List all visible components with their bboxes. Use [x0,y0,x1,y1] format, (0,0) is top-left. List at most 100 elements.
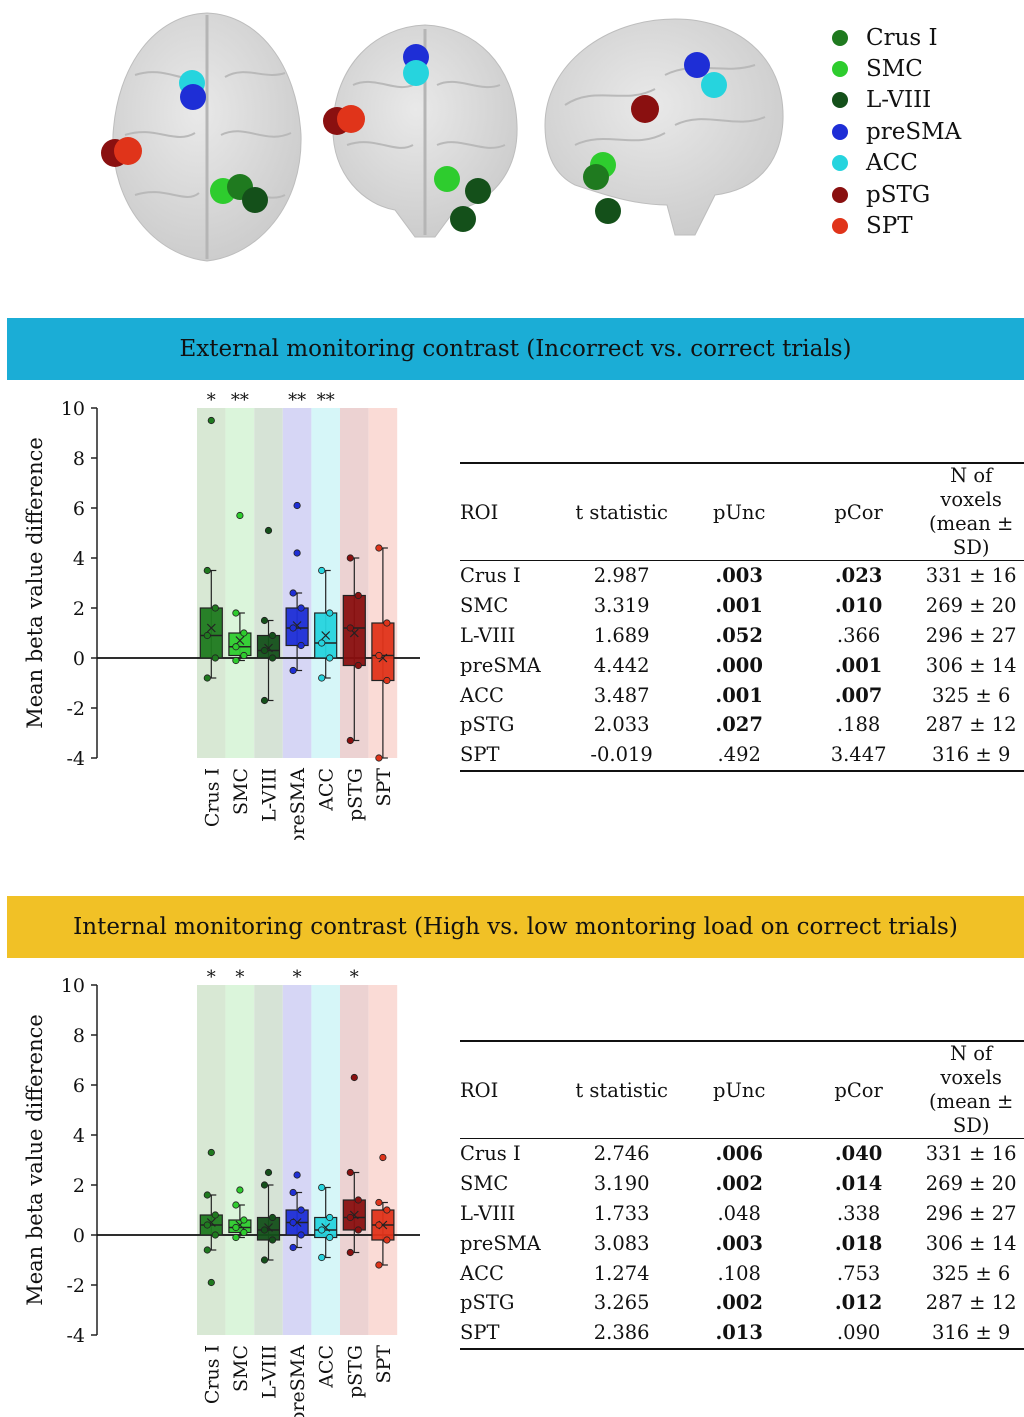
significance-marker: ** [317,390,335,411]
data-point [383,619,391,627]
data-point [268,1213,277,1222]
table-cell: 316 ± 9 [931,1321,1011,1345]
data-point [240,1228,248,1237]
data-point [260,1226,269,1234]
legend-label: SPT [866,213,913,240]
box-iqr [342,594,366,667]
data-point [346,1248,354,1257]
data-point [346,1168,354,1177]
internal-box-plot: 10 8 6 4 2 0 -2 -4 Mean beta value difference * Cr… [23,967,420,1417]
significance-marker: * [207,967,216,988]
outlier-point [236,1186,244,1194]
table-cell: preSMA [460,1231,541,1255]
table-cell: ACC [460,1261,504,1285]
data-point [232,1233,240,1242]
legend-label: Crus I [866,24,938,51]
y-tick-label: 0 [73,1225,85,1247]
outlier-point [293,501,301,510]
table-row: ACC 1.274 .108 .753 325 ± 6 [460,1258,1024,1288]
category-label: SPT [373,768,395,807]
table-cell: SPT [460,1321,500,1345]
data-point [383,676,391,685]
category-label: pSTG [344,768,366,821]
table-header-cell: N of voxels (mean ± SD) [928,464,1014,559]
table-cell: .188 [836,713,881,737]
data-point [260,1256,269,1264]
table-cell: 2.987 [593,564,650,588]
table-cell: Crus I [460,1142,521,1166]
category-band [197,985,226,1335]
category-band [311,985,340,1335]
data-point [383,1206,391,1214]
y-tick-label: -2 [66,698,85,720]
y-tick-label: -4 [66,1325,85,1347]
data-point [260,1181,269,1189]
table-row: pSTG 3.265 .002 .012 287 ± 12 [460,1288,1024,1318]
table-cell: .000 [715,653,763,677]
data-point [297,604,305,612]
table-cell: 1.274 [593,1261,650,1285]
data-point [289,1243,297,1252]
data-point [289,1188,297,1197]
legend-swatch [832,218,848,235]
table-cell: pSTG [460,713,515,737]
category-label: pSTG [344,1345,366,1398]
data-point [375,651,383,660]
category-band [254,985,283,1335]
box-iqr [256,1216,281,1241]
category-label: SPT [373,1345,395,1384]
data-point [268,631,277,640]
y-tick-label: 2 [73,598,85,620]
data-point [211,654,219,662]
table-cell: 3.083 [593,1231,650,1255]
box-mean-marker [206,623,216,633]
data-point [203,1191,211,1199]
table-row: SMC 3.319 .001 .010 269 ± 20 [460,591,1024,621]
external-stats-table: ROI t statistic pUnc pCor N of voxels (mean ±… [460,462,1024,772]
table-cell: .018 [834,1231,883,1255]
table-cell: 3.190 [593,1172,650,1196]
data-point [346,554,354,562]
table-cell: 331 ± 16 [925,564,1017,588]
table-cell: 296 ± 27 [925,623,1017,647]
table-cell: 287 ± 12 [925,713,1017,737]
table-row: preSMA 3.083 .003 .018 306 ± 14 [460,1228,1024,1258]
external-box-plot: 10 8 6 4 2 0 -2 -4 Mean beta value difference * Cr… [23,390,420,840]
y-axis-label: Mean beta value difference [23,1014,47,1306]
data-point [297,641,305,650]
outlier-point [207,1148,215,1157]
data-point [240,1216,248,1224]
data-point [375,1198,383,1207]
table-cell: .001 [715,683,763,707]
significance-marker: ** [288,390,306,411]
data-point [326,1233,334,1242]
brain-sagittal-view [544,18,784,236]
table-cell: .002 [715,1291,763,1315]
table-cell: 296 ± 27 [925,1201,1017,1225]
y-tick-label: 6 [73,1075,85,1097]
brain-illustration [101,12,784,262]
data-point [326,609,334,617]
data-point [268,654,277,662]
table-cell: 287 ± 12 [925,1291,1017,1315]
table-cell: 3.319 [593,594,650,618]
data-point [383,1236,391,1244]
y-tick-label: 0 [73,648,85,670]
table-cell: L-VIII [460,1201,516,1225]
data-point [375,754,383,762]
y-tick-label: 2 [73,1175,85,1197]
data-point [289,1218,297,1227]
data-point [203,1246,211,1254]
data-point [203,1221,211,1229]
table-cell: .003 [715,1231,763,1255]
category-label: preSMA [287,1345,309,1417]
legend-label: preSMA [866,118,962,145]
y-axis-label: Mean beta value difference [23,437,47,729]
category-band [340,985,369,1335]
data-point [203,631,211,640]
table-cell: preSMA [460,653,541,677]
data-point [346,1213,354,1222]
table-cell: 325 ± 6 [931,683,1011,707]
y-tick-label: 8 [73,1025,85,1047]
y-tick-label: -2 [66,1275,85,1297]
